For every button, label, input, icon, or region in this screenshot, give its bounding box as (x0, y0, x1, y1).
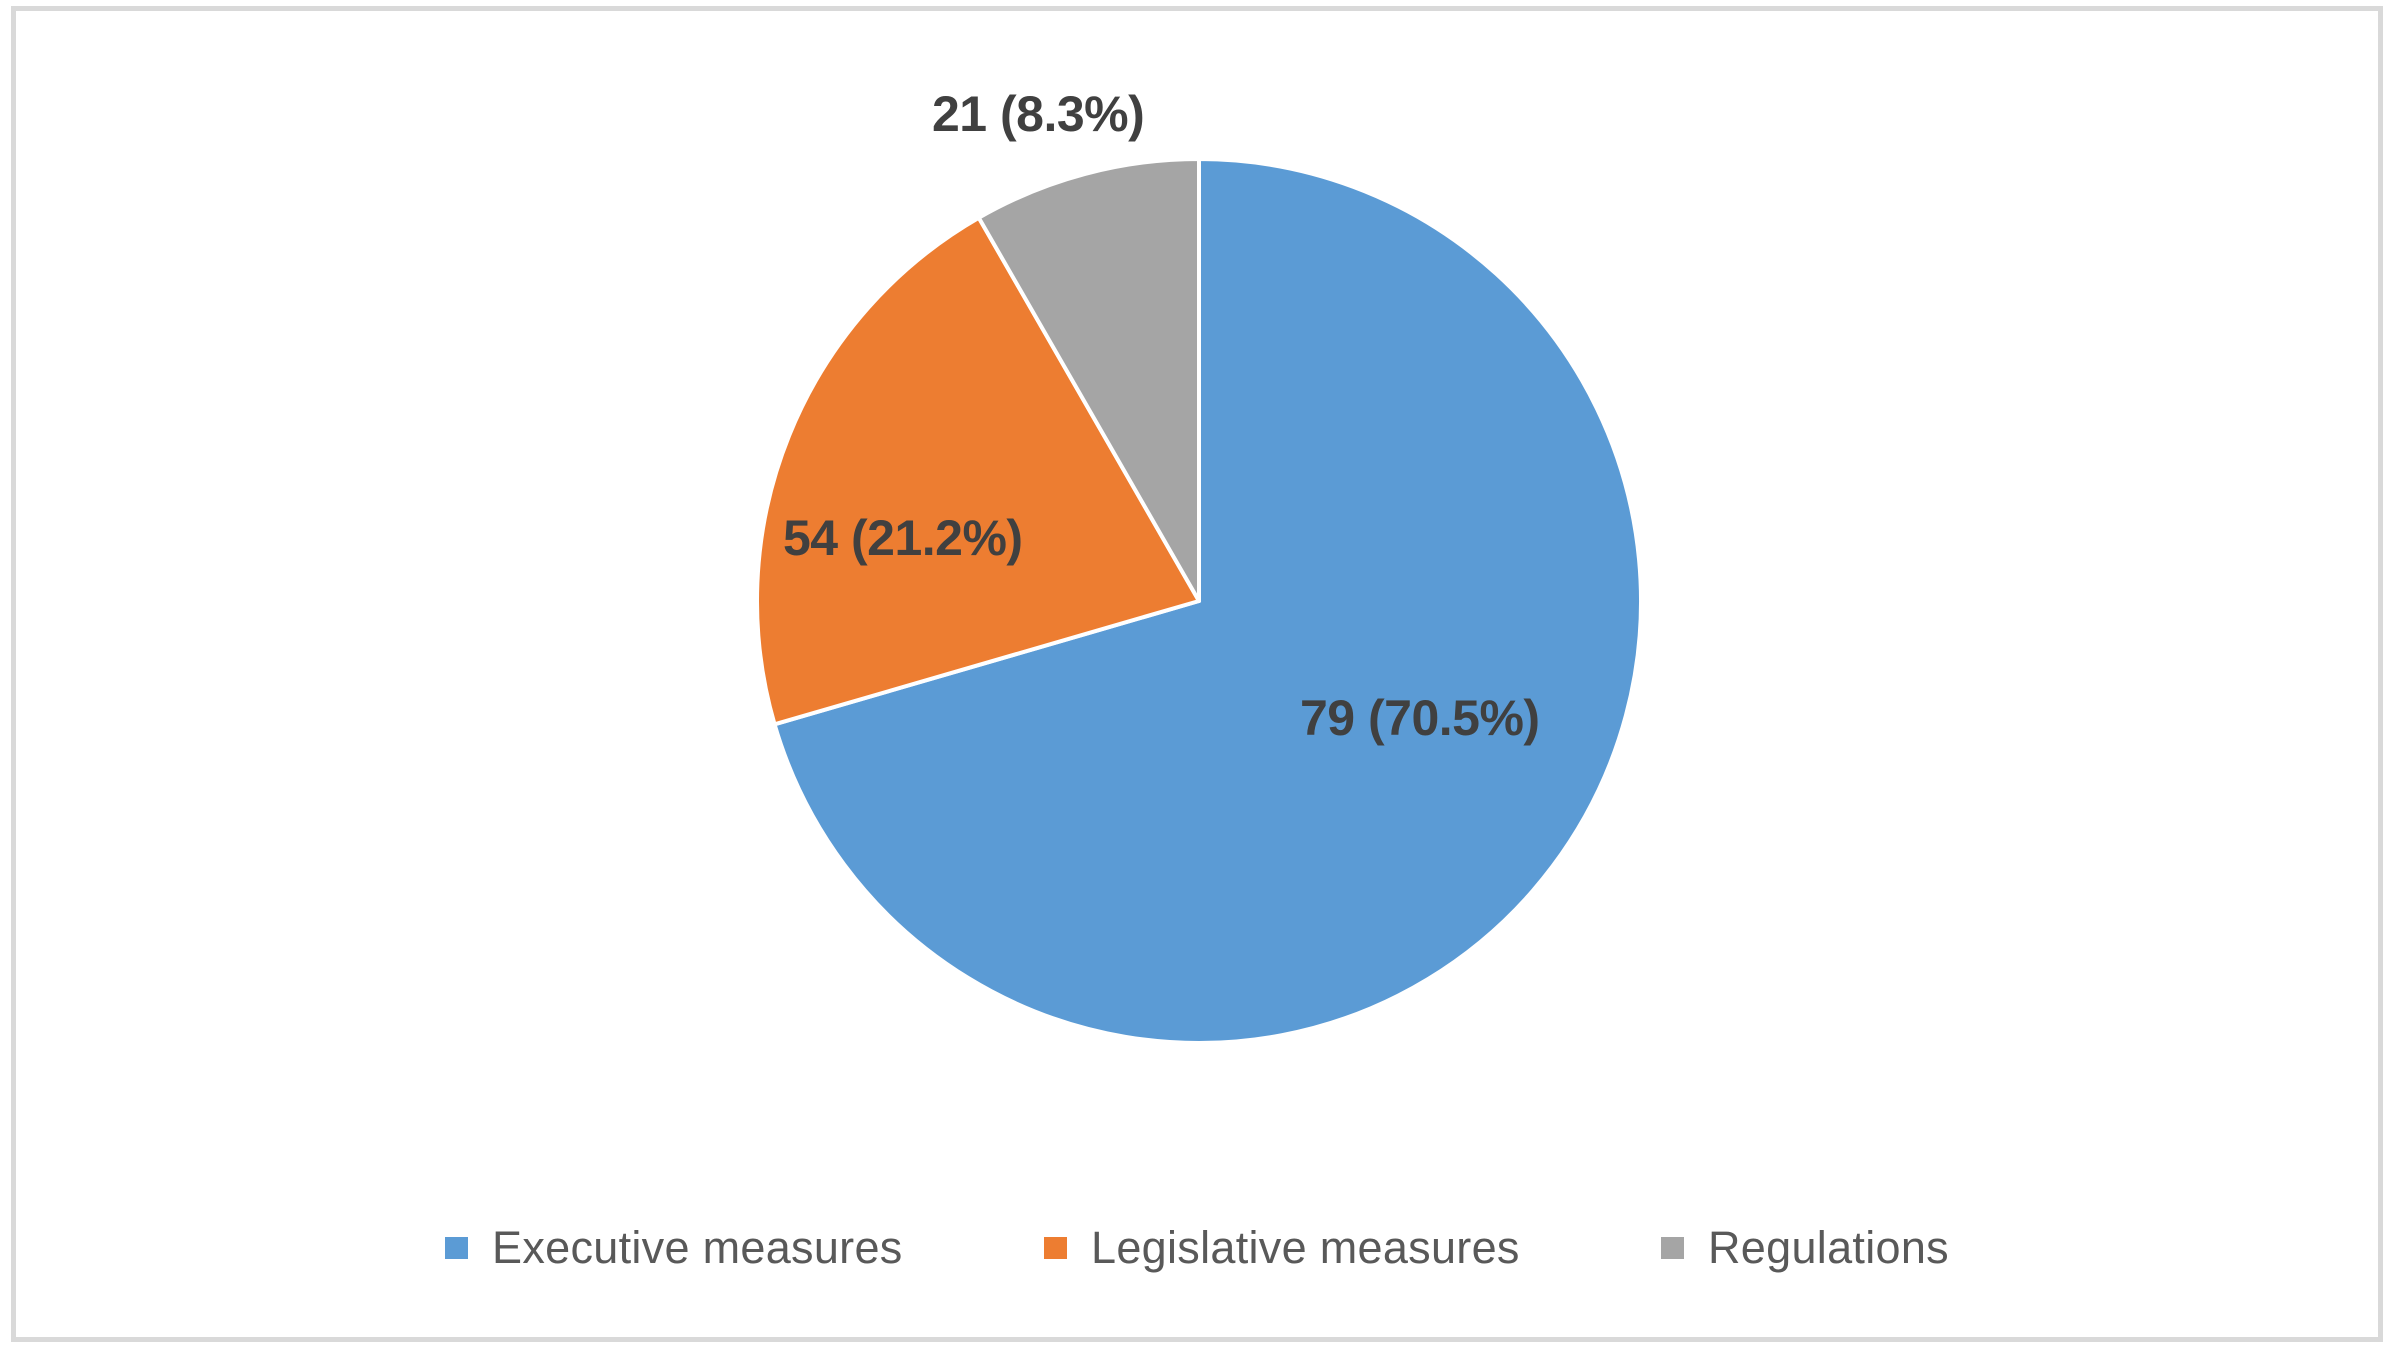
legend-item-executive[interactable]: Executive measures (445, 1218, 903, 1278)
pie-slice-executive[interactable] (772, 157, 1643, 1045)
pie-slice-regulations[interactable] (976, 157, 1201, 603)
legend-swatch-icon (1044, 1237, 1067, 1259)
legend-swatch-icon (1661, 1237, 1684, 1259)
pie-slices (755, 157, 1643, 1045)
legend-item-legislative[interactable]: Legislative measures (1044, 1218, 1520, 1278)
legend-label: Legislative measures (1091, 1222, 1520, 1273)
legend-item-regulations[interactable]: Regulations (1661, 1218, 1949, 1278)
legend-label: Regulations (1708, 1222, 1949, 1273)
pie-slice-legislative[interactable] (755, 215, 1201, 727)
legend-swatch-icon (445, 1237, 468, 1259)
legend: Executive measures Legislative measures … (0, 1218, 2400, 1278)
data-label-executive: 79 (70.5%) (1300, 690, 1540, 746)
data-label-legislative: 54 (21.2%) (783, 510, 1023, 566)
legend-label: Executive measures (492, 1222, 903, 1273)
data-label-regulations: 21 (8.3%) (932, 86, 1145, 142)
